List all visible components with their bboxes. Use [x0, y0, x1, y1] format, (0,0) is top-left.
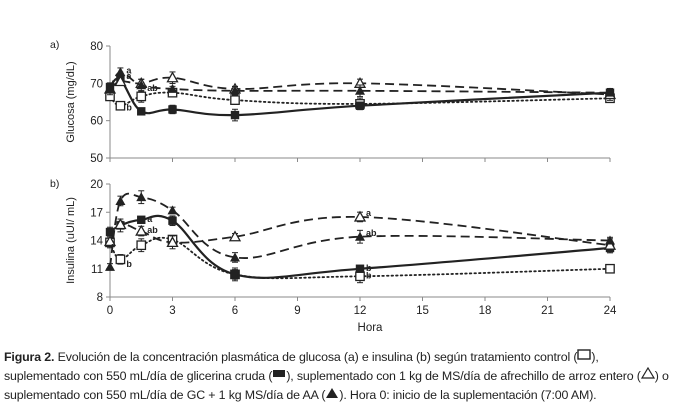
filled-square-point [230, 270, 240, 279]
caption-segment-2: ), suplementado con 550 mL/día de glicer… [4, 350, 599, 384]
open-triangle-point [603, 238, 617, 250]
open-triangle-point [114, 218, 127, 230]
figure-caption: Figura 2. Evolución de la concentración … [4, 348, 670, 406]
y-tick-label: 8 [97, 292, 103, 304]
open-triangle-point [103, 235, 117, 247]
filled-square-point [355, 264, 365, 273]
y-tick-label: 20 [90, 179, 103, 191]
significance-letter: ab [147, 225, 158, 235]
filled-triangle-point [230, 85, 240, 95]
filled-triangle-point [605, 87, 615, 97]
open-triangle-point [135, 224, 148, 236]
series-line [109, 91, 611, 107]
open-triangle-icon [640, 366, 655, 385]
significance-letter: a [366, 208, 372, 218]
open-square-point [115, 100, 126, 111]
y-axis-title: Glucosa (mg/dL) [65, 61, 77, 142]
filled-triangle-point [136, 192, 147, 202]
open-triangle-point [114, 75, 127, 87]
filled-square-point [355, 101, 365, 110]
filled-square-point [137, 215, 146, 224]
series-filled-triangle [105, 190, 615, 271]
panel-label: a) [50, 39, 59, 51]
x-axis-title: Hora [358, 322, 384, 334]
filled-triangle-point [355, 85, 365, 95]
filled-triangle-point [355, 231, 365, 241]
filled-square-point [105, 227, 115, 237]
y-tick-label: 80 [90, 41, 103, 53]
significance-letter: b [366, 263, 372, 273]
significance-letter: a [126, 71, 132, 81]
filled-triangle-point [167, 205, 178, 215]
filled-square-point [168, 216, 177, 225]
filled-triangle-point [105, 83, 115, 93]
x-tick-label: 6 [232, 305, 238, 317]
filled-triangle-point [105, 261, 115, 271]
series-filled-triangle [105, 67, 615, 98]
filled-triangle-point [136, 80, 147, 90]
caption-segment-5: ). Hora 0: inicio de la suplementación (… [339, 388, 597, 403]
open-triangle-point [166, 236, 179, 248]
panel-insulina: b) 8 11 14 17 20 Insulina (uUI/ mL) 0 3 6 9 12 15 18 2… [50, 178, 617, 317]
filled-square-point [230, 110, 240, 120]
y-tick-label: 50 [90, 153, 103, 165]
x-tick-label: 15 [416, 305, 429, 317]
open-square-icon [577, 347, 592, 366]
y-tick-label: 11 [91, 264, 103, 276]
significance-letter: a [126, 65, 132, 75]
x-tick-label: 24 [604, 305, 617, 317]
caption-label: Figura 2. [4, 350, 55, 364]
filled-triangle-point [115, 67, 126, 77]
filled-triangle-point [167, 83, 178, 93]
open-triangle-point [353, 210, 367, 222]
x-tick-label: 3 [169, 305, 175, 317]
y-tick-label: 60 [90, 116, 103, 128]
caption-segment-1: Evolución de la concentración plasmática… [54, 350, 578, 364]
series-filled-square [105, 214, 615, 282]
significance-letter: b [126, 259, 132, 269]
filled-triangle-point [230, 252, 240, 262]
open-square-point [115, 254, 126, 265]
open-square-point [136, 240, 147, 251]
y-tick-label: 17 [90, 207, 103, 219]
open-triangle-point [166, 71, 179, 83]
x-tick-label: 18 [479, 305, 492, 317]
open-triangle-point [228, 230, 242, 242]
panel-glucosa: a) 50 60 70 80 Glucosa (mg/dL) aa ab b [50, 39, 617, 165]
significance-letter: ab [147, 83, 158, 93]
x-tick-label: 21 [541, 305, 554, 317]
y-tick-label: 14 [90, 236, 103, 248]
caption-segment-4: ) o suplementado con 550 mL/día de GC + … [4, 369, 669, 403]
caption-segment-3: ), suplementado con 1 kg de MS/día de af… [286, 369, 641, 384]
filled-triangle-point [115, 195, 126, 205]
filled-triangle-point [605, 235, 615, 245]
open-square-point [605, 263, 615, 274]
significance-letter: a [147, 214, 153, 224]
significance-letter: b [366, 270, 372, 280]
significance-letter: ab [366, 228, 377, 238]
open-square-point [136, 91, 147, 102]
open-square-point [355, 271, 365, 282]
x-tick-label: 9 [294, 305, 300, 317]
filled-square-icon [272, 366, 286, 385]
filled-square-point [168, 105, 177, 114]
x-tick-label: 12 [354, 305, 367, 317]
significance-letter: b [126, 103, 132, 113]
y-tick-label: 70 [90, 78, 103, 90]
filled-triangle-icon [325, 386, 339, 405]
x-tick-label: 0 [107, 305, 113, 317]
y-axis-title: Insulina (uUI/ mL) [65, 197, 77, 284]
filled-square-point [137, 107, 146, 116]
panel-label: b) [50, 178, 59, 190]
open-square-point [230, 95, 240, 105]
